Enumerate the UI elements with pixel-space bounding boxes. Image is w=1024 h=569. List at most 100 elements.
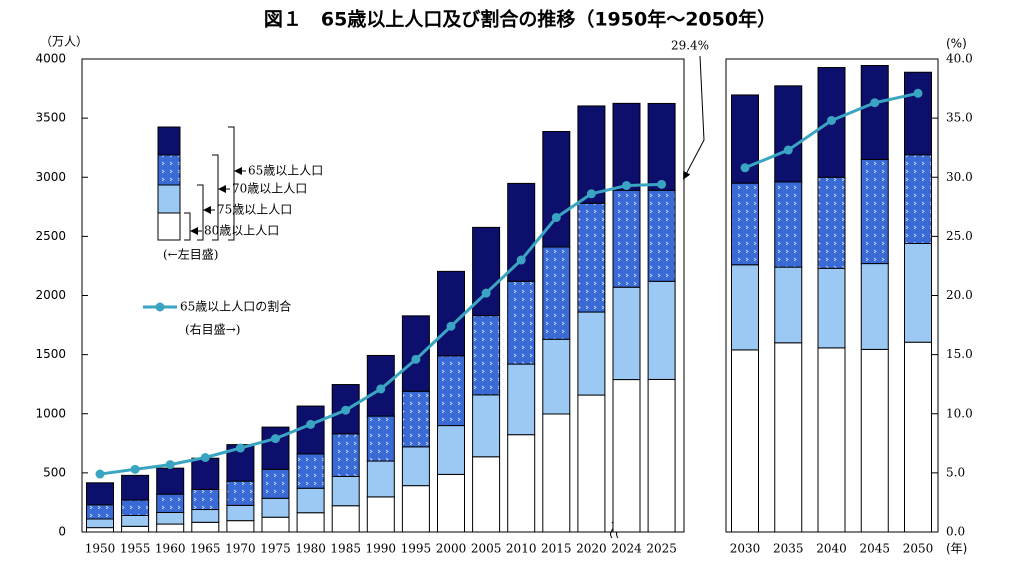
y2-tick-label: 5.0 — [946, 465, 965, 479]
bar-segment — [612, 189, 641, 288]
x-tick-label: 1990 — [366, 542, 397, 556]
annotation-arrow — [683, 55, 705, 180]
x-tick-label: 1970 — [225, 542, 256, 556]
bar-segment — [774, 266, 803, 344]
line-point — [165, 460, 175, 470]
y2-tick-label: 35.0 — [946, 111, 973, 125]
legend-swatch — [157, 154, 181, 186]
bar-segment — [507, 363, 536, 436]
y-tick-label: 2500 — [35, 229, 66, 243]
bar-segment — [774, 342, 803, 533]
line-segment — [99, 467, 136, 476]
value-label: 29.4% — [671, 39, 709, 53]
line-segment — [485, 258, 523, 295]
bar-segment — [401, 446, 430, 487]
x-tick-label: 1995 — [401, 542, 432, 556]
bar-segment — [507, 434, 536, 533]
legend-bracket — [228, 126, 235, 241]
chart-title: 図１ 65歳以上人口及び割合の推移（1950年～2050年） — [264, 8, 776, 31]
bar-segment — [612, 286, 641, 381]
legend-bracket — [197, 184, 204, 241]
bar-segment — [331, 433, 360, 477]
bar-segment — [331, 505, 360, 533]
legend-label: 75歳以上人口 — [217, 203, 292, 217]
line-segment — [787, 119, 833, 152]
line-segment — [626, 182, 662, 188]
line-point — [783, 145, 793, 155]
bar-segment — [731, 182, 759, 266]
y2-tick-label: 30.0 — [946, 170, 973, 184]
y2-tick-label: 40.0 — [946, 52, 973, 66]
bar-segment — [472, 394, 501, 458]
bar-segment — [366, 354, 395, 417]
line-point — [306, 419, 316, 429]
bar-segment — [817, 176, 846, 269]
bar-segment — [860, 263, 889, 350]
legend-label: 80歳以上人口 — [204, 224, 279, 238]
bar-segment — [437, 473, 465, 533]
bar-segment — [437, 355, 465, 427]
x-tick-label: 2035 — [773, 542, 804, 556]
x-tick-label: 1960 — [155, 542, 186, 556]
bar-segment — [261, 516, 290, 533]
legend-label: 65歳以上人口の割合 — [180, 299, 291, 314]
line-segment — [449, 292, 488, 328]
y-tick-label: 4000 — [35, 52, 66, 66]
bar-segment — [296, 512, 325, 533]
bar-segment — [366, 460, 395, 498]
bar-segment — [542, 338, 571, 415]
bar-segment — [612, 102, 641, 191]
bar-segment — [904, 341, 932, 533]
bar-segment — [156, 511, 185, 525]
bar-segment — [577, 394, 606, 533]
bar-segment — [121, 514, 150, 527]
x-tick-label: 2024 — [611, 542, 642, 556]
line-segment — [274, 423, 312, 440]
bar-segment — [121, 499, 150, 516]
bar-segment — [121, 474, 150, 501]
y-tick-label: 0 — [58, 525, 66, 539]
x-tick-label: 1975 — [260, 542, 291, 556]
y-tick-label: 1000 — [35, 406, 66, 420]
bar-segment — [577, 202, 606, 313]
line-point — [622, 181, 631, 191]
bar-segment — [731, 349, 759, 533]
bar-segment — [577, 105, 606, 204]
bar-segment — [542, 246, 571, 340]
legend-label: 65歳以上人口 — [248, 164, 323, 178]
bar-segment — [86, 527, 114, 533]
line-point — [827, 115, 836, 125]
bar-segment — [472, 315, 501, 396]
line-point — [516, 255, 526, 265]
legend-bracket — [212, 154, 219, 241]
line-segment — [555, 192, 593, 219]
bar-segment — [774, 181, 803, 268]
line-point — [130, 464, 140, 474]
legend-note: (右目盛→) — [185, 322, 240, 337]
y-unit: （万人） — [40, 35, 88, 49]
legend-label: 70歳以上人口 — [232, 182, 307, 196]
legend-swatch — [157, 126, 181, 156]
bar-segment — [731, 264, 759, 351]
x-tick-label: 1980 — [295, 542, 326, 556]
bar-segment — [507, 280, 536, 365]
bar-segment — [860, 159, 889, 265]
line-point — [200, 453, 210, 463]
x-tick-label: 2010 — [506, 542, 537, 556]
line-point — [551, 212, 561, 222]
bar-segment — [86, 518, 114, 529]
bar-segment — [226, 520, 255, 533]
x-tick-label: 2040 — [816, 542, 847, 556]
y2-unit: (%) — [946, 37, 967, 51]
line-segment — [240, 437, 276, 450]
line-segment — [591, 184, 627, 196]
bar-segment — [226, 480, 255, 506]
bar-segment — [191, 521, 220, 533]
line-segment — [344, 387, 382, 412]
bar-segment — [191, 509, 220, 523]
line-point — [586, 189, 596, 199]
line-point — [913, 88, 923, 98]
bar-segment — [507, 182, 536, 282]
legend-bracket — [184, 212, 191, 241]
bar-segment — [904, 154, 932, 244]
